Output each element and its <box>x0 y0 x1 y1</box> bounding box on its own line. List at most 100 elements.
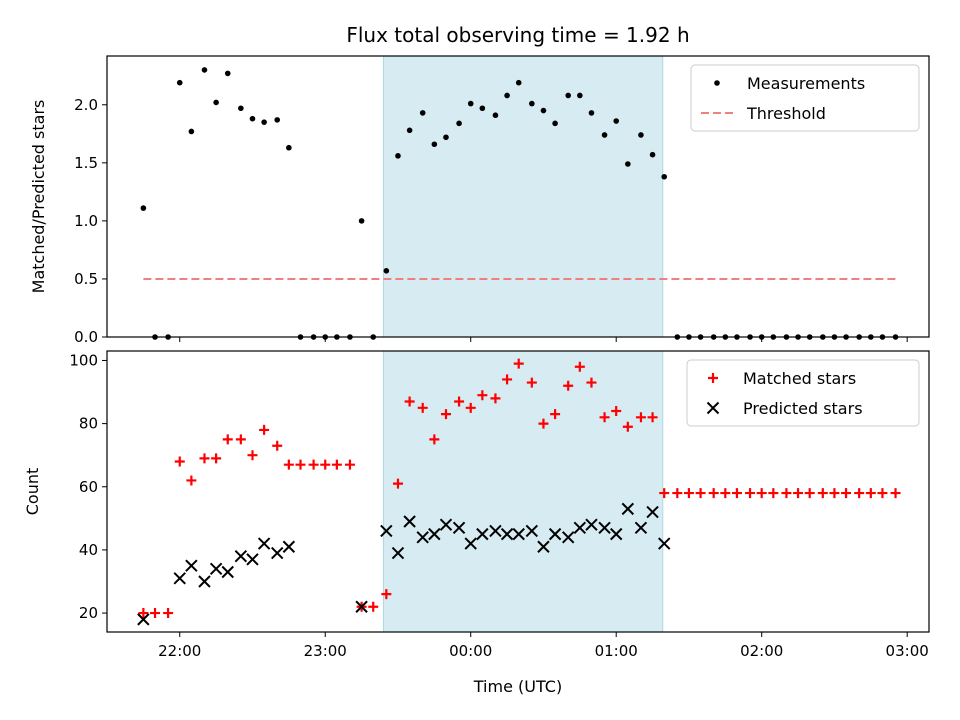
measurement-point <box>479 105 486 112</box>
y-tick-label: 2.0 <box>74 96 98 114</box>
measurement-point <box>358 218 365 224</box>
predicted-star-point <box>439 518 453 531</box>
matched-star-point <box>381 589 392 600</box>
matched-star-point <box>731 488 742 499</box>
matched-star-point <box>526 377 537 388</box>
y-axis-label: Count <box>23 468 42 516</box>
predicted-star-point <box>464 537 477 550</box>
x-axis-label: Time (UTC) <box>473 677 562 696</box>
measurement-point <box>286 144 292 151</box>
measurement-point <box>552 120 558 127</box>
matched-star-point <box>429 434 440 445</box>
measurement-point <box>456 120 462 127</box>
x-tick-label: 03:00 <box>886 642 929 660</box>
matched-star-point <box>513 358 524 369</box>
matched-star-point <box>745 488 756 499</box>
y-tick-label: 20 <box>79 604 98 622</box>
measurement-point <box>224 70 231 77</box>
x-tick-label: 02:00 <box>740 642 783 660</box>
measurement-point <box>274 117 281 123</box>
matched-star-point <box>465 402 476 413</box>
measurement-point <box>661 173 668 180</box>
chart-title: Flux total observing time = 1.92 h <box>346 23 689 47</box>
legend-marker <box>708 373 718 383</box>
matched-star-point <box>622 421 633 432</box>
predicted-star-point <box>221 565 234 579</box>
matched-star-point <box>672 488 683 499</box>
measurement-point <box>406 127 413 134</box>
legend-marker <box>714 80 720 86</box>
predicted-star-point <box>428 527 441 541</box>
predicted-star-point <box>391 546 405 560</box>
matched-star-point <box>186 475 197 486</box>
legend-label: Measurements <box>747 74 865 93</box>
bottom-panel-counts: 22:00 23:00 00:00 01:00 02:00 03:00 20 40 60 80 10… <box>23 350 930 660</box>
predicted-star-point <box>416 531 429 544</box>
predicted-star-point <box>234 550 248 563</box>
measurement-point <box>419 110 426 116</box>
matched-star-point <box>817 488 828 499</box>
predicted-star-point <box>525 524 539 538</box>
matched-star-point <box>720 488 731 499</box>
measurement-point <box>613 118 620 124</box>
predicted-star-point <box>609 527 623 541</box>
matched-star-point <box>308 459 319 470</box>
matched-star-point <box>647 412 658 423</box>
measurement-point <box>431 141 438 148</box>
y-tick-label: 40 <box>79 541 98 559</box>
predicted-star-point <box>355 600 368 613</box>
y-axis-label: Matched/Predicted stars <box>29 100 48 294</box>
top-panel-ratio: 0.0 0.5 1.0 1.5 2.0 Matched/Predicted stars Me… <box>29 55 930 346</box>
matched-star-point <box>599 412 610 423</box>
measurement-point <box>625 161 631 167</box>
predicted-star-point <box>573 521 587 535</box>
matched-star-point <box>368 601 379 612</box>
measurement-point <box>238 105 244 112</box>
matched-star-point <box>804 488 815 499</box>
predicted-star-point <box>585 518 598 531</box>
matched-star-point <box>247 450 258 461</box>
measurement-point <box>601 132 608 138</box>
predicted-star-point <box>198 575 211 588</box>
predicted-star-point <box>173 572 186 585</box>
matched-star-point <box>211 453 222 464</box>
axes-frame <box>106 55 930 338</box>
matched-star-point <box>150 608 161 619</box>
legend-label: Matched stars <box>743 369 856 388</box>
matched-star-point <box>392 478 403 489</box>
matched-star-point <box>708 488 719 499</box>
predicted-star-point <box>476 527 489 541</box>
matched-star-point <box>235 434 246 445</box>
predicted-star-point <box>271 546 284 560</box>
matched-star-point <box>829 488 840 499</box>
axes-frame <box>106 350 930 633</box>
matched-star-point <box>841 488 852 499</box>
legend: Matched stars Predicted stars <box>686 359 920 427</box>
measurement-point <box>213 99 219 106</box>
y-tick-label: 1.5 <box>74 154 98 172</box>
predicted-star-point <box>500 527 514 541</box>
matched-star-point <box>331 459 342 470</box>
predicted-star-point <box>561 531 575 544</box>
legend-box <box>690 64 920 132</box>
matched-star-point <box>683 488 694 499</box>
predicted-star-point <box>282 540 296 553</box>
measurement-point <box>588 110 595 116</box>
matched-star-point <box>781 488 792 499</box>
measurement-point <box>638 132 644 138</box>
matched-star-point <box>199 453 210 464</box>
x-tick-label: 22:00 <box>158 642 201 660</box>
x-tick-label: 23:00 <box>304 642 347 660</box>
predicted-star-point <box>209 562 223 576</box>
matched-star-point <box>477 390 488 401</box>
x-tick-label: 01:00 <box>595 642 638 660</box>
predicted-star-point <box>646 505 659 519</box>
predicted-star-point <box>489 524 502 538</box>
matched-star-point <box>877 488 888 499</box>
predicted-star-point <box>452 521 466 535</box>
predicted-star-point <box>621 502 635 516</box>
series-matched-stars <box>138 358 901 619</box>
matched-star-point <box>138 608 149 619</box>
measurement-point <box>201 67 208 73</box>
predicted-star-point <box>634 521 648 535</box>
